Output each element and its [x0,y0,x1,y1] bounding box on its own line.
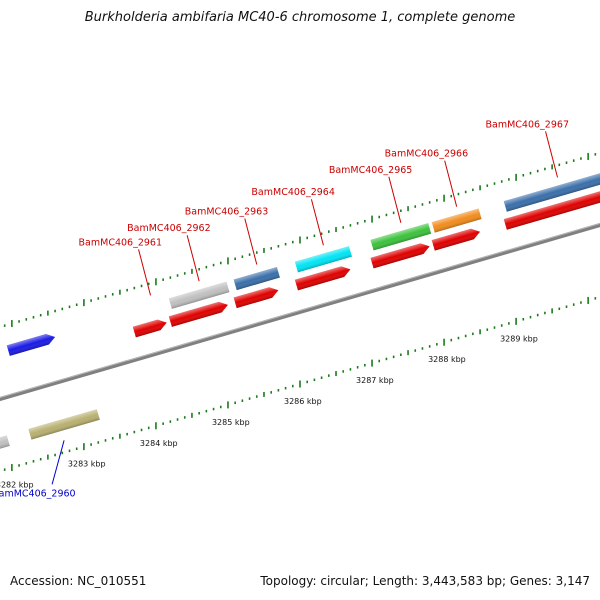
gene-g2962-cds[interactable] [168,300,230,327]
accession-text: Accession: NC_010551 [10,574,147,588]
kbp-label-3282: 3282 kbp [0,481,34,490]
gene-features [0,170,600,452]
gene-labels: BamMC406_2960 BamMC406_2961 BamMC406_2962 B… [0,119,569,499]
gene-label-g2963[interactable]: BamMC406_2963 [185,207,268,218]
gene-g2967-cds[interactable] [503,189,600,230]
gene-g2958-block[interactable] [0,435,10,452]
gene-label-g2961[interactable]: BamMC406_2961 [79,237,162,248]
gene-label-g2964[interactable]: BamMC406_2964 [251,187,334,198]
genome-summary-text: Topology: circular; Length: 3,443,583 bp… [260,574,590,588]
kbp-label-3284: 3284 kbp [140,439,178,448]
kbp-label-3289: 3289 kbp [500,334,538,343]
tick-row-reverse [3,296,597,472]
gene-label-g2967[interactable]: BamMC406_2967 [486,119,569,130]
gene-g2967-block[interactable] [503,170,600,212]
tick-row-forward [3,152,597,328]
gene-g2965-block[interactable] [370,223,432,251]
gene-g2961-cds[interactable] [132,317,168,338]
gene-g2963-block[interactable] [233,266,280,291]
gene-label-g2965[interactable]: BamMC406_2965 [329,165,412,176]
kbp-label-3288: 3288 kbp [428,355,466,364]
gene-g2959-block[interactable] [6,332,57,356]
genome-backbone [0,222,600,402]
gene-g2965-cds[interactable] [370,241,432,269]
page-title: Burkholderia ambifaria MC40-6 chromosome… [84,10,516,25]
gene-g2960-block[interactable] [28,409,100,440]
gene-label-g2960[interactable]: BamMC406_2960 [0,488,76,499]
gene-g2962-block[interactable] [168,281,230,309]
gene-g2966-cds[interactable] [431,226,482,251]
kbp-label-3286: 3286 kbp [284,397,322,406]
gene-g2964-block[interactable] [294,246,352,273]
gene-label-g2962[interactable]: BamMC406_2962 [127,223,210,234]
gene-g2963-cds[interactable] [233,285,280,309]
kbp-label-3287: 3287 kbp [356,376,394,385]
gene-g2966-block[interactable] [431,208,482,233]
gene-label-g2966[interactable]: BamMC406_2966 [385,149,468,160]
kbp-label-3285: 3285 kbp [212,418,250,427]
kbp-label-3283: 3283 kbp [68,460,106,469]
gene-g2964-cds[interactable] [294,264,352,291]
